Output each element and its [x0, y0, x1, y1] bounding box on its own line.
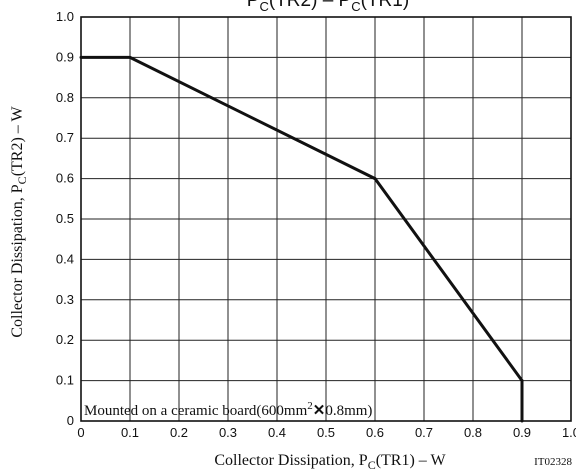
- y-tick-label: 0: [67, 413, 74, 428]
- series-point: [128, 55, 132, 59]
- series-line-0: [81, 55, 524, 421]
- x-tick-labels: 0 0.1 0.2 0.3 0.4 0.5 0.6 0.7 0.8 0.9 1.0: [77, 425, 576, 440]
- x-tick-label: 0.5: [317, 425, 335, 440]
- x-tick-label: 0.4: [268, 425, 286, 440]
- series-layer: [79, 55, 524, 423]
- xlabel-part-2: (TR1) – W: [376, 452, 447, 469]
- note-part-1: Mounted on a ceramic board(600mm: [84, 403, 308, 419]
- title-part-2: (TR2) – P: [269, 0, 351, 11]
- y-tick-label: 0.7: [56, 130, 74, 145]
- title-part-3: (TR1): [361, 0, 410, 11]
- ylabel-sub: C: [15, 176, 29, 184]
- series-point: [520, 379, 524, 383]
- xlabel-sub: C: [368, 458, 376, 472]
- y-tick-label: 0.5: [56, 211, 74, 226]
- y-axis-label: Collector Dissipation, PC(TR2) – W: [9, 105, 29, 337]
- y-tick-label: 0.3: [56, 292, 74, 307]
- plot-frame: [80, 16, 572, 422]
- y-tick-label: 0.2: [56, 332, 74, 347]
- series-point: [373, 177, 377, 181]
- x-tick-label: 0.8: [464, 425, 482, 440]
- y-tick-labels: 0 0.1 0.2 0.3 0.4 0.5 0.6 0.7 0.8 0.9 1.0: [56, 9, 74, 428]
- x-tick-label: 1.0: [562, 425, 576, 440]
- ylabel-part-1: Collector Dissipation, P: [9, 184, 26, 337]
- x-tick-label: 0.9: [513, 425, 531, 440]
- note-part-2: 0.8mm): [325, 403, 372, 419]
- x-axis-label: Collector Dissipation, PC(TR1) – W: [214, 452, 446, 472]
- title-sub-1: C: [259, 0, 268, 14]
- y-tick-label: 0.8: [56, 90, 74, 105]
- x-tick-label: 0.2: [170, 425, 188, 440]
- note-times: ✕: [313, 403, 326, 419]
- title-sub-2: C: [351, 0, 360, 14]
- x-tick-label: 0.6: [366, 425, 384, 440]
- mounting-note: Mounted on a ceramic board(600mm2✕0.8mm): [84, 400, 372, 419]
- y-tick-label: 1.0: [56, 9, 74, 24]
- series-point: [520, 419, 524, 423]
- series-point: [79, 55, 83, 59]
- title-part-1: P: [247, 0, 260, 11]
- x-tick-label: 0.1: [121, 425, 139, 440]
- note-sup: 2: [307, 400, 313, 412]
- x-tick-label: 0.3: [219, 425, 237, 440]
- grid: [80, 16, 572, 422]
- y-tick-label: 0.4: [56, 251, 74, 266]
- figure-code: IT02328: [534, 456, 572, 468]
- y-tick-label: 0.9: [56, 49, 74, 64]
- xlabel-part-1: Collector Dissipation, P: [214, 452, 367, 469]
- chart-title: PC(TR2) – PC(TR1): [247, 0, 409, 14]
- ylabel-part-2: (TR2) – W: [9, 105, 26, 176]
- y-tick-label: 0.1: [56, 373, 74, 388]
- x-tick-label: 0.7: [415, 425, 433, 440]
- x-tick-label: 0: [77, 425, 84, 440]
- y-tick-label: 0.6: [56, 171, 74, 186]
